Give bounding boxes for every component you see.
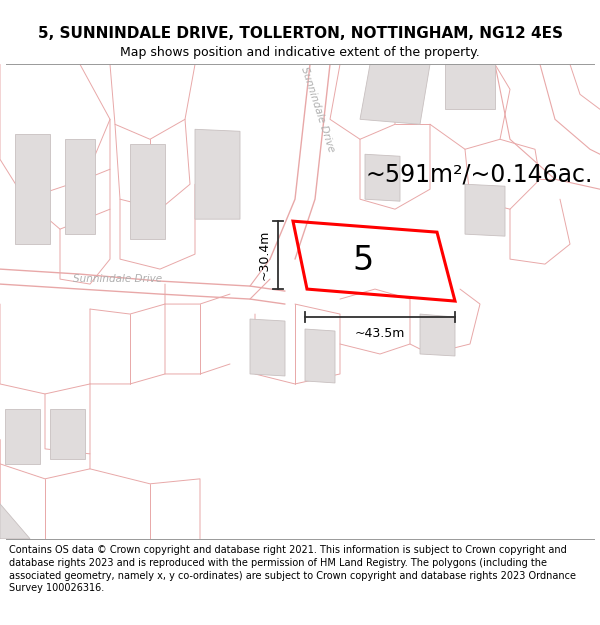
Text: 5, SUNNINDALE DRIVE, TOLLERTON, NOTTINGHAM, NG12 4ES: 5, SUNNINDALE DRIVE, TOLLERTON, NOTTINGH… xyxy=(37,26,563,41)
Polygon shape xyxy=(195,129,240,219)
Polygon shape xyxy=(65,139,95,234)
Polygon shape xyxy=(420,314,455,356)
Polygon shape xyxy=(0,504,30,539)
Text: ~591m²/~0.146ac.: ~591m²/~0.146ac. xyxy=(365,162,592,186)
Text: Sunnindale Drive: Sunnindale Drive xyxy=(299,66,337,153)
Polygon shape xyxy=(50,409,85,459)
Polygon shape xyxy=(5,409,40,464)
Text: Contains OS data © Crown copyright and database right 2021. This information is : Contains OS data © Crown copyright and d… xyxy=(9,545,576,593)
Polygon shape xyxy=(130,144,165,239)
Polygon shape xyxy=(365,154,400,201)
Text: 5: 5 xyxy=(352,244,374,278)
Polygon shape xyxy=(445,64,495,109)
Polygon shape xyxy=(15,134,50,244)
Text: ~30.4m: ~30.4m xyxy=(257,230,271,280)
Polygon shape xyxy=(465,184,505,236)
Text: Map shows position and indicative extent of the property.: Map shows position and indicative extent… xyxy=(120,46,480,59)
Polygon shape xyxy=(360,64,430,124)
Text: Sunnindale Drive: Sunnindale Drive xyxy=(73,274,163,284)
Polygon shape xyxy=(305,329,335,383)
Polygon shape xyxy=(250,319,285,376)
Text: ~43.5m: ~43.5m xyxy=(355,326,405,339)
